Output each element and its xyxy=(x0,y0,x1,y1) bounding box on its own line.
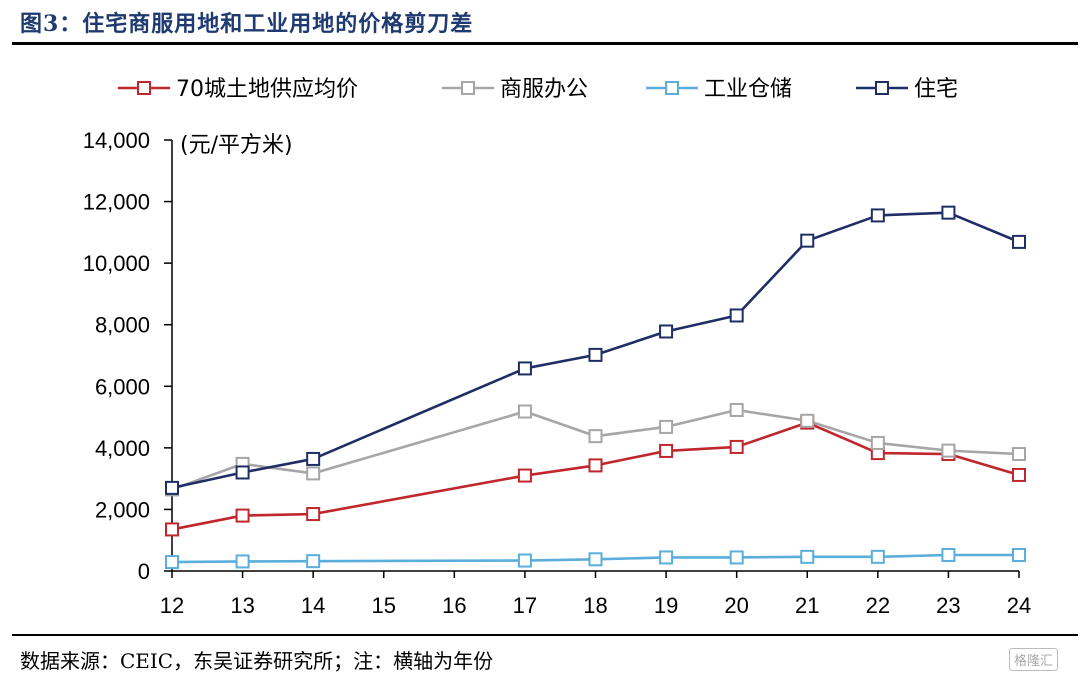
x-tick-label: 20 xyxy=(724,593,748,618)
data-point-marker xyxy=(306,466,321,481)
x-tick-label: 16 xyxy=(442,593,466,618)
data-point-marker xyxy=(588,347,603,362)
y-tick-label: 14,000 xyxy=(83,128,150,153)
legend-swatch-marker xyxy=(875,81,889,95)
legend-label: 工业仓储 xyxy=(704,77,792,102)
y-tick-label: 10,000 xyxy=(83,251,150,276)
data-point-marker xyxy=(729,402,744,417)
data-point-marker xyxy=(588,458,603,473)
data-point-marker xyxy=(870,435,885,450)
x-tick-label: 24 xyxy=(1007,593,1031,618)
data-point-marker xyxy=(659,550,674,565)
data-point-marker xyxy=(800,549,815,564)
watermark-logo: 格隆汇 xyxy=(1008,648,1058,671)
y-tick-label: 0 xyxy=(138,559,150,584)
figure-title: 图3：住宅商服用地和工业用地的价格剪刀差 xyxy=(20,11,474,37)
data-point-marker xyxy=(306,507,321,522)
data-point-marker xyxy=(588,552,603,567)
data-point-marker xyxy=(235,508,250,523)
data-point-marker xyxy=(235,465,250,480)
legend-swatch-marker xyxy=(461,81,475,95)
data-point-marker xyxy=(1012,547,1026,562)
y-tick-label: 6,000 xyxy=(95,374,150,399)
top-rule xyxy=(12,42,1078,45)
data-point-marker xyxy=(941,547,956,562)
data-point-marker xyxy=(800,413,815,428)
legend-label: 住宅 xyxy=(914,77,958,102)
data-point-marker xyxy=(800,233,815,248)
series-lines xyxy=(171,211,1020,564)
x-tick-label: 22 xyxy=(866,593,890,618)
data-point-marker xyxy=(517,553,532,568)
legend-label: 商服办公 xyxy=(500,77,588,102)
data-point-marker xyxy=(659,419,674,434)
data-point-marker xyxy=(659,324,674,339)
data-point-marker xyxy=(165,522,179,537)
axes: 0 2,000 4,000 6,000 8,000 10,000 12,000 14,000 1… xyxy=(83,128,1032,618)
y-tick-label: 12,000 xyxy=(83,190,150,215)
data-point-marker xyxy=(1012,234,1026,249)
x-tick-label: 19 xyxy=(654,593,678,618)
data-point-marker xyxy=(588,429,603,444)
x-tick-label: 15 xyxy=(372,593,396,618)
x-tick-label: 21 xyxy=(795,593,819,618)
data-point-marker xyxy=(1012,467,1026,482)
x-tick-label: 18 xyxy=(583,593,607,618)
bottom-rule xyxy=(12,634,1078,636)
series-line-1 xyxy=(171,408,1020,491)
data-point-marker xyxy=(517,468,532,483)
data-point-marker xyxy=(165,480,179,495)
y-tick-label: 2,000 xyxy=(95,497,150,522)
legend-swatch-marker xyxy=(137,81,151,95)
x-tick-label: 14 xyxy=(301,593,325,618)
data-point-marker xyxy=(659,443,674,458)
data-point-marker xyxy=(306,554,321,569)
data-point-marker xyxy=(870,549,885,564)
legend-swatch-marker xyxy=(665,81,679,95)
x-tick-label: 17 xyxy=(513,593,537,618)
y-axis-unit: (元/平方米) xyxy=(180,133,293,158)
data-point-marker xyxy=(517,404,532,419)
y-tick-label: 4,000 xyxy=(95,436,150,461)
data-point-marker xyxy=(235,554,250,569)
data-point-marker xyxy=(729,308,744,323)
x-tick-label: 13 xyxy=(230,593,254,618)
data-point-marker xyxy=(306,451,321,466)
data-point-marker xyxy=(941,443,956,458)
x-tick-label: 23 xyxy=(936,593,960,618)
series-markers xyxy=(165,205,1026,570)
data-point-marker xyxy=(165,555,179,570)
data-point-marker xyxy=(729,439,744,454)
source-note: 数据来源：CEIC，东吴证券研究所；注：横轴为年份 xyxy=(20,649,494,673)
data-point-marker xyxy=(941,205,956,220)
y-tick-label: 8,000 xyxy=(95,313,150,338)
data-point-marker xyxy=(517,361,532,376)
data-point-marker xyxy=(1012,447,1026,462)
legend-label: 70城土地供应均价 xyxy=(176,77,358,102)
x-tick-label: 12 xyxy=(160,593,184,618)
line-chart: 70城土地供应均价 商服办公 工业仓储 住宅 (元/平方米) 0 2,000 4,000 6… xyxy=(83,77,1032,618)
legend: 70城土地供应均价 商服办公 工业仓储 住宅 xyxy=(118,77,958,102)
data-point-marker xyxy=(870,208,885,223)
data-point-marker xyxy=(729,550,744,565)
